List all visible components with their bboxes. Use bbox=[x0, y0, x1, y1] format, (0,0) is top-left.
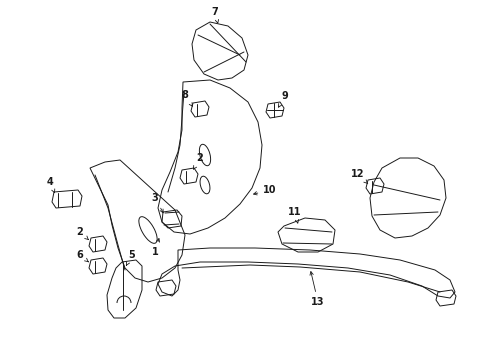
Text: 4: 4 bbox=[46, 177, 55, 193]
Text: 13: 13 bbox=[309, 271, 324, 307]
Text: 10: 10 bbox=[253, 185, 276, 195]
Text: 2: 2 bbox=[193, 153, 203, 169]
Text: 5: 5 bbox=[126, 250, 135, 265]
Text: 1: 1 bbox=[151, 239, 159, 257]
Text: 3: 3 bbox=[151, 193, 163, 213]
Text: 6: 6 bbox=[77, 250, 88, 262]
Text: 9: 9 bbox=[278, 91, 288, 107]
Text: 7: 7 bbox=[211, 7, 218, 23]
Text: 8: 8 bbox=[181, 90, 192, 106]
Text: 2: 2 bbox=[77, 227, 88, 240]
Text: 12: 12 bbox=[350, 169, 367, 184]
Text: 11: 11 bbox=[287, 207, 301, 223]
